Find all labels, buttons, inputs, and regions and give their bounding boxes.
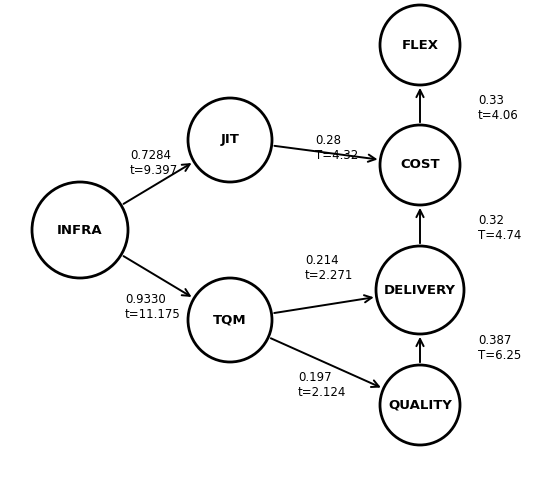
Text: 0.32
T=4.74: 0.32 T=4.74 [478, 214, 522, 242]
Text: COST: COST [400, 159, 440, 171]
Text: DELIVERY: DELIVERY [384, 284, 456, 297]
Text: 0.9330
t=11.175: 0.9330 t=11.175 [125, 293, 181, 321]
Text: FLEX: FLEX [401, 38, 438, 52]
Circle shape [188, 98, 272, 182]
Text: 0.28
T=4.32: 0.28 T=4.32 [315, 134, 358, 162]
Text: 0.7284
t=9.397: 0.7284 t=9.397 [130, 149, 178, 177]
Text: 0.387
T=6.25: 0.387 T=6.25 [478, 334, 521, 362]
Circle shape [32, 182, 128, 278]
Text: 0.197
t=2.124: 0.197 t=2.124 [298, 371, 347, 399]
Text: 0.214
t=2.271: 0.214 t=2.271 [305, 254, 353, 282]
Circle shape [380, 365, 460, 445]
Text: 0.33
t=4.06: 0.33 t=4.06 [478, 94, 519, 122]
Circle shape [380, 125, 460, 205]
Text: QUALITY: QUALITY [388, 399, 452, 411]
Text: JIT: JIT [221, 134, 239, 147]
Circle shape [188, 278, 272, 362]
Circle shape [380, 5, 460, 85]
Text: TQM: TQM [213, 313, 247, 327]
Text: INFRA: INFRA [57, 224, 103, 237]
Circle shape [376, 246, 464, 334]
